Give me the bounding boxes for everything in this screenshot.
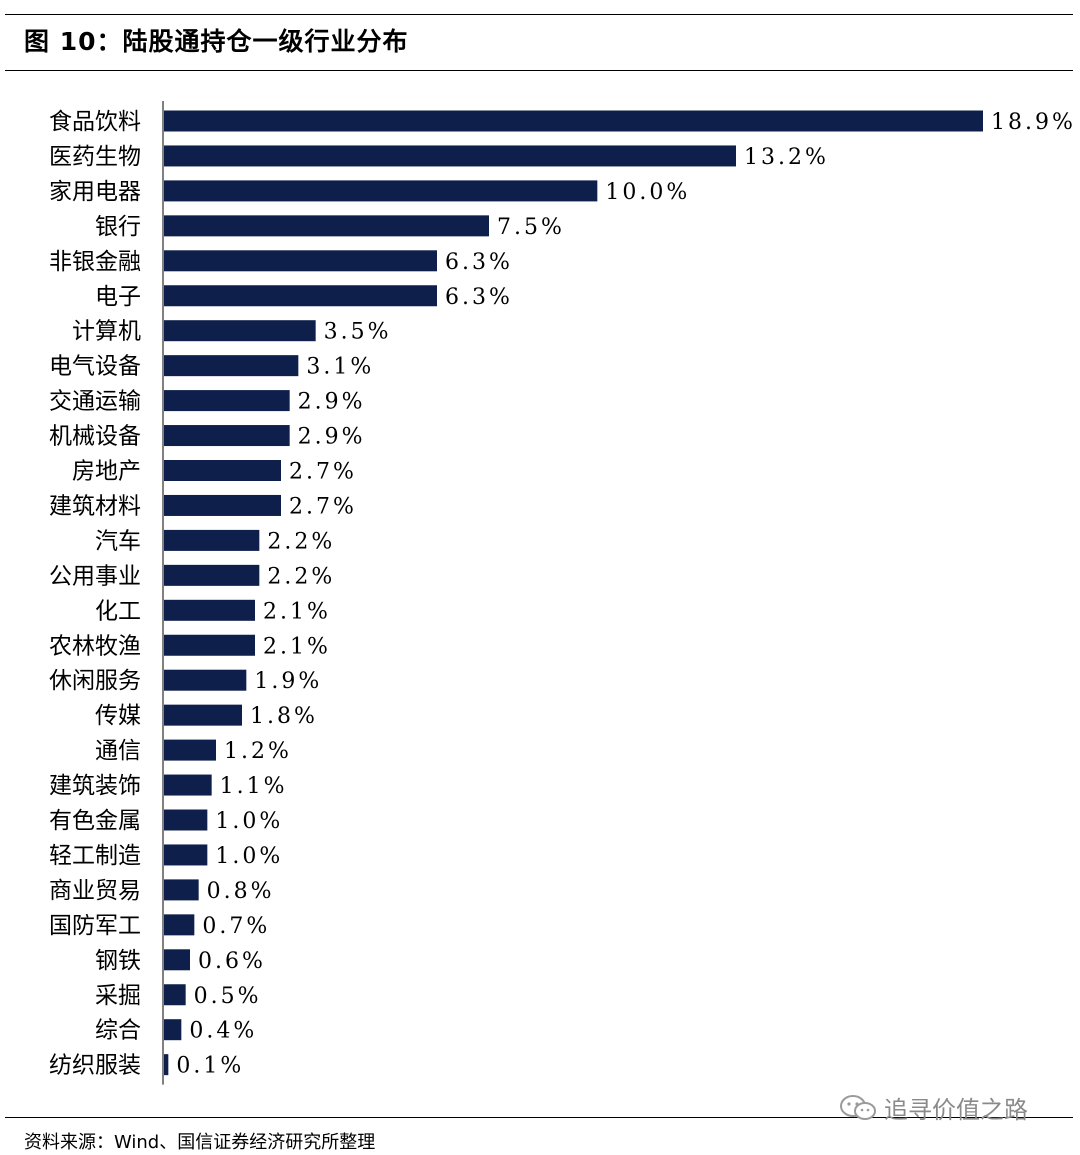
figure-title: 图 10：陆股通持仓一级行业分布 — [24, 27, 409, 56]
bar — [164, 564, 260, 586]
wechat-icon — [840, 1094, 876, 1120]
category-label: 家用电器 — [49, 179, 141, 205]
category-label: 采掘 — [95, 983, 141, 1009]
bar — [164, 529, 260, 551]
bar — [164, 599, 255, 621]
value-label: 0.4% — [189, 1019, 257, 1044]
bar — [164, 914, 195, 936]
top-rule — [5, 14, 1073, 15]
category-label: 电气设备 — [49, 354, 141, 380]
bar — [164, 1054, 169, 1076]
bar-chart: 食品饮料 18.9% 医药生物 13.2% 家用电器 10.0% 银行 7.5% 非银金融 6.3… — [49, 101, 1076, 1085]
bar — [164, 844, 208, 866]
bar — [164, 1019, 182, 1041]
value-label: 13.2% — [744, 145, 829, 170]
value-label: 1.1% — [220, 774, 288, 799]
category-label: 休闲服务 — [49, 668, 141, 694]
value-label: 1.8% — [250, 704, 318, 729]
value-label: 2.2% — [267, 529, 335, 554]
category-label: 机械设备 — [49, 424, 141, 450]
bottom-rule — [5, 1117, 1073, 1118]
value-label: 1.2% — [224, 739, 292, 764]
value-label: 2.1% — [263, 599, 331, 624]
category-label: 传媒 — [95, 703, 141, 729]
value-label: 2.2% — [267, 564, 335, 589]
category-label: 综合 — [95, 1018, 141, 1044]
bar — [164, 425, 290, 447]
category-label: 汽车 — [95, 528, 141, 554]
bar — [164, 984, 186, 1006]
watermark: 追寻价值之路 — [838, 1090, 1028, 1125]
bar — [164, 390, 290, 412]
bar — [164, 949, 190, 971]
bar — [164, 634, 255, 656]
category-label: 建筑装饰 — [49, 773, 141, 799]
value-label: 2.7% — [289, 460, 357, 485]
bar — [164, 494, 281, 516]
bar — [164, 215, 489, 237]
bar — [164, 460, 281, 481]
category-label: 银行 — [95, 214, 141, 240]
category-label: 交通运输 — [49, 389, 141, 415]
value-label: 0.7% — [202, 914, 270, 939]
category-label: 化工 — [95, 598, 141, 624]
bar — [164, 320, 316, 342]
category-label: 钢铁 — [95, 948, 141, 974]
value-label: 2.1% — [263, 634, 331, 659]
bar — [164, 809, 208, 831]
value-label: 7.5% — [497, 215, 565, 240]
value-label: 10.0% — [605, 180, 690, 205]
bar — [164, 879, 199, 901]
value-label: 18.9% — [991, 110, 1076, 135]
watermark-text: 追寻价值之路 — [884, 1096, 1028, 1124]
bar — [164, 774, 212, 796]
value-label: 2.9% — [298, 425, 366, 450]
value-label: 0.5% — [194, 984, 262, 1009]
category-label: 房地产 — [72, 459, 141, 485]
value-label: 3.5% — [324, 320, 392, 345]
value-label: 6.3% — [445, 285, 513, 310]
category-label: 医药生物 — [49, 144, 141, 170]
bar — [164, 110, 983, 132]
value-label: 0.6% — [198, 949, 266, 974]
value-label: 1.0% — [215, 844, 283, 869]
category-label: 电子 — [95, 284, 141, 310]
source-note: 资料来源：Wind、国信证券经济研究所整理 — [24, 1132, 376, 1153]
bar — [164, 355, 299, 377]
bar — [164, 669, 247, 691]
bar — [164, 180, 598, 202]
value-label: 2.7% — [289, 494, 357, 519]
value-label: 2.9% — [298, 390, 366, 415]
value-label: 1.0% — [215, 809, 283, 834]
category-label: 食品饮料 — [49, 109, 141, 135]
bar — [164, 145, 736, 167]
value-label: 3.1% — [306, 355, 374, 380]
category-label: 公用事业 — [49, 563, 141, 589]
category-label: 农林牧渔 — [49, 633, 141, 659]
category-label: 计算机 — [72, 319, 141, 345]
value-label: 0.8% — [207, 879, 275, 904]
value-label: 0.1% — [176, 1054, 244, 1079]
category-label: 非银金融 — [49, 249, 141, 275]
category-label: 建筑材料 — [49, 493, 141, 519]
value-label: 6.3% — [445, 250, 513, 275]
bar — [164, 704, 242, 726]
value-label: 1.9% — [254, 669, 322, 694]
bar — [164, 250, 437, 272]
category-label: 轻工制造 — [49, 843, 141, 869]
category-label: 通信 — [95, 738, 141, 764]
category-label: 商业贸易 — [49, 878, 141, 904]
bar — [164, 285, 437, 307]
category-label: 有色金属 — [49, 808, 141, 834]
category-label: 纺织服装 — [49, 1053, 141, 1079]
category-label: 国防军工 — [49, 913, 141, 939]
title-rule — [5, 70, 1073, 71]
bar — [164, 739, 216, 761]
